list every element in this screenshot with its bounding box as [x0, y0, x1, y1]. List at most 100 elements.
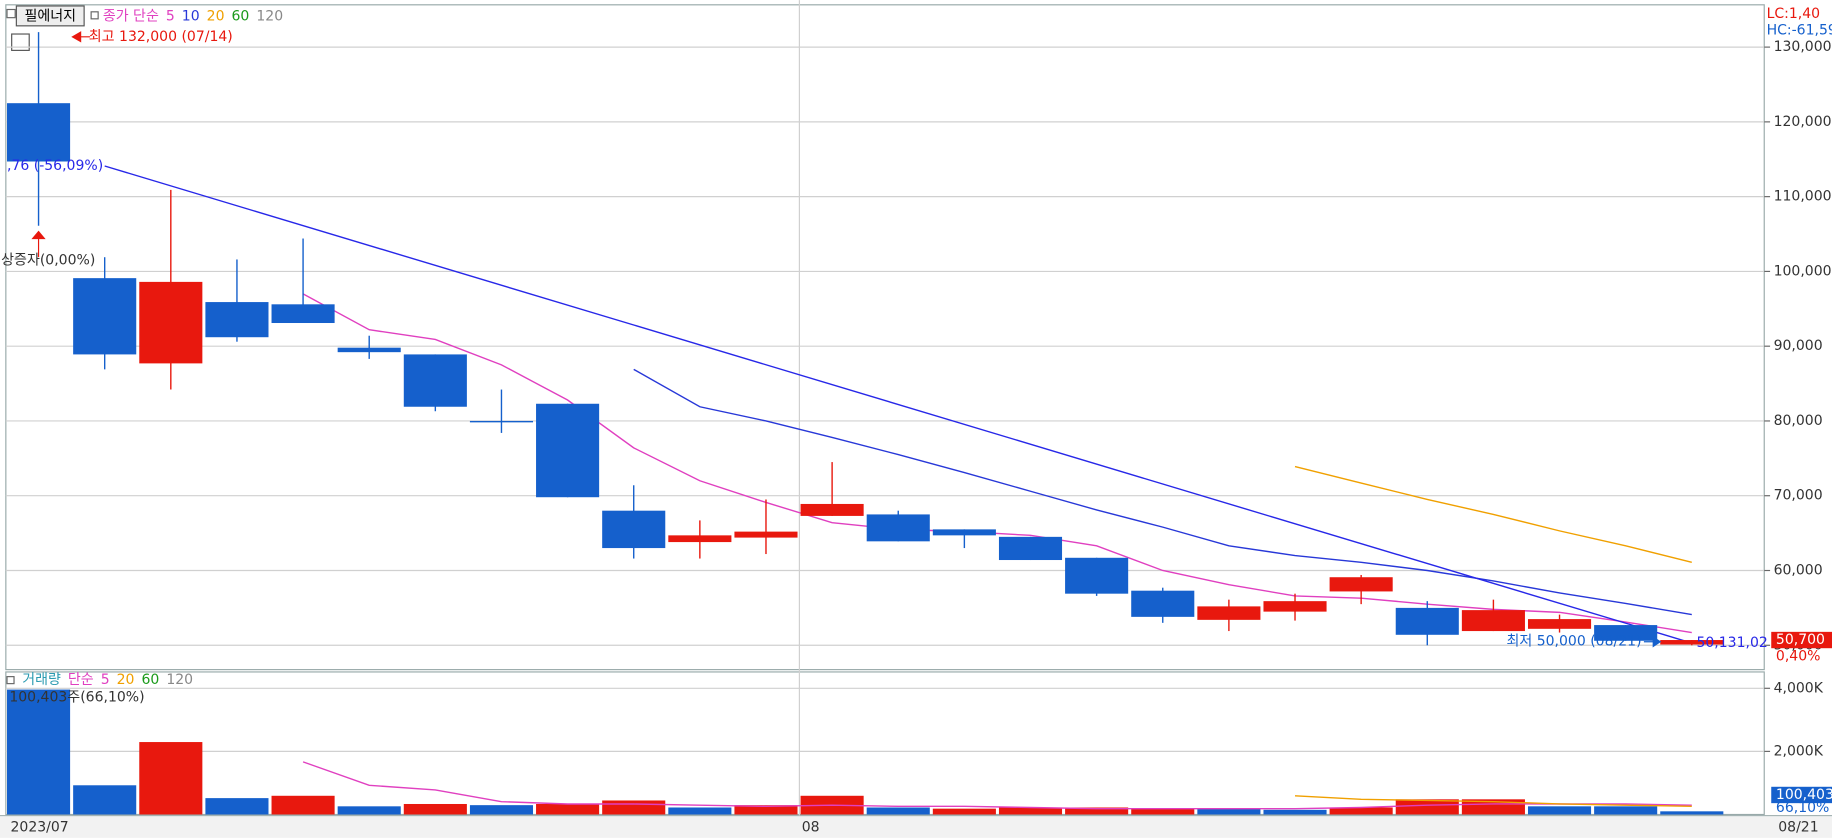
price-panel [5, 4, 1765, 671]
volume-bar [1395, 799, 1459, 815]
candle-body [734, 531, 798, 538]
volume-bar [668, 807, 732, 815]
candle-body [1395, 607, 1459, 635]
legend-label: 단순 [68, 672, 94, 688]
legend-item: 120 [166, 672, 193, 688]
candle-body [668, 535, 732, 543]
ma-line [633, 368, 1692, 616]
candle-body [998, 536, 1063, 561]
trend-line [104, 165, 1692, 644]
volume-bar [1197, 808, 1261, 815]
candle-body [205, 302, 269, 338]
volume-bar [536, 803, 600, 815]
ma-line [302, 761, 1692, 810]
last-volume-box [1771, 786, 1832, 804]
y-tick-label: 2,000K [1774, 743, 1824, 759]
y-tick-label: 110,000 [1774, 189, 1832, 205]
candle-body [1461, 610, 1525, 632]
volume-bar [469, 805, 534, 815]
legend-icon [6, 8, 16, 19]
hc-label: HC:-61,59 [1767, 23, 1832, 39]
candle-body [7, 103, 71, 162]
y-tick-label: 120,000 [1774, 114, 1832, 130]
candle-body [1329, 577, 1393, 592]
ma-line [1294, 465, 1692, 563]
low-label: 최저 50,000 (08/21) [1506, 634, 1641, 650]
trend-label: ,76 (-56,09%) [7, 158, 103, 174]
high-label: 최고 132,000 (07/14) [89, 29, 233, 45]
y-tick-label: 130,000 [1774, 39, 1832, 55]
candle-body [1263, 601, 1327, 612]
y-tick-label: 4,000K [1774, 680, 1824, 696]
candle-body [932, 529, 996, 536]
legend-item: 120 [256, 8, 283, 24]
legend-icon [6, 676, 15, 685]
y-tick-label: 70,000 [1774, 488, 1823, 504]
volume-bar [932, 808, 996, 815]
volume-bar [1329, 807, 1393, 815]
candle-body [73, 278, 137, 355]
volume-bar [866, 807, 930, 815]
volume-bar [1527, 806, 1592, 815]
y-tick-label: 90,000 [1774, 338, 1823, 354]
y-tick-label: 60,000 [1774, 562, 1823, 578]
volume-bar [7, 689, 71, 815]
x-axis-strip [0, 816, 1832, 838]
volume-bar [1594, 806, 1658, 815]
candle-body [1527, 619, 1592, 629]
ma-line [302, 293, 1692, 634]
candle-body [271, 304, 335, 324]
volume-bar [139, 742, 203, 815]
volume-bar [403, 803, 467, 815]
volume-bar [271, 795, 335, 815]
volume-bar [205, 798, 269, 815]
legend-label: 거래량 [22, 672, 61, 688]
symbol-box[interactable] [15, 5, 85, 27]
event-arrow [31, 230, 46, 258]
volume-bar [602, 800, 666, 815]
x-tick-label: 2023/07 [11, 819, 69, 835]
high-arrow [71, 31, 90, 43]
legend-item: 10 [182, 8, 200, 24]
volume-bar [1263, 809, 1327, 815]
last-price-box [1771, 631, 1832, 649]
candle-body [1660, 640, 1724, 645]
candle-body [800, 503, 864, 516]
candle-body [1594, 625, 1658, 641]
volume-bar [734, 805, 798, 815]
y-tick-label: 80,000 [1774, 413, 1823, 429]
last-volume: 100,403 [1776, 787, 1832, 803]
legend-item: 60 [232, 8, 250, 24]
volume-bar [998, 807, 1063, 815]
candle-body [1197, 606, 1261, 620]
candle-body [536, 403, 600, 498]
last-change: 0,40% [1776, 648, 1821, 664]
candle-body [139, 281, 203, 364]
x-tick-label: 08 [802, 819, 820, 835]
symbol-name: 필에너지 [24, 8, 76, 24]
last-price: 50,700 [1776, 632, 1825, 648]
legend-item: 20 [117, 672, 135, 688]
candle-body [337, 347, 401, 353]
legend-label: 종가 단순 [103, 8, 159, 24]
last-volume-change: 66,10% [1776, 800, 1829, 816]
legend-item: 60 [141, 672, 159, 688]
legend-icon [90, 11, 99, 20]
lc-label: LC:1,40 [1767, 6, 1821, 22]
candle-body [866, 514, 930, 542]
candle-body [1065, 557, 1129, 594]
candle-body [469, 420, 534, 423]
volume-bar [1065, 807, 1129, 815]
volume-label: 100,403주(66,10%) [9, 690, 144, 706]
candle-body [403, 354, 467, 407]
legend-item: 5 [101, 672, 110, 688]
table-icon[interactable] [11, 33, 30, 51]
x-tick-label: 08/21 [1778, 819, 1818, 835]
volume-bar [1131, 808, 1195, 815]
ma-line [1294, 795, 1692, 808]
volume-bar [73, 785, 137, 815]
